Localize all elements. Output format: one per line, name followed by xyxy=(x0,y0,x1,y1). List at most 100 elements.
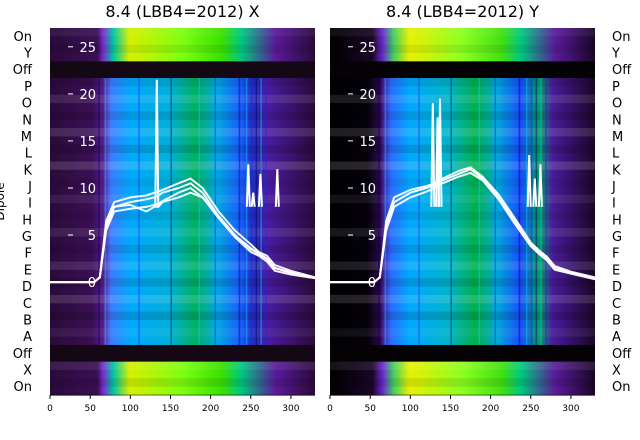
heatmap-row xyxy=(330,61,595,79)
row-label: P xyxy=(612,80,620,95)
heatmap-row-shade xyxy=(330,194,595,204)
row-label: X xyxy=(23,364,32,379)
heatmap-row-shade xyxy=(50,194,315,204)
overlay-y-tick-label: 5 xyxy=(368,229,376,244)
row-label: L xyxy=(25,147,33,162)
heatmap-row xyxy=(330,94,595,113)
row-label: Off xyxy=(13,347,33,362)
heatmap-row xyxy=(330,244,595,263)
heatmap-streak xyxy=(245,78,248,345)
heatmap-panel-1 xyxy=(330,28,595,396)
overlay-y-tick-label: 0 xyxy=(88,276,96,291)
chart-title: 8.4 (LBB4=2012) Y xyxy=(386,2,539,21)
row-label: Off xyxy=(612,347,632,362)
heatmap-row xyxy=(50,28,315,46)
heatmap-row xyxy=(50,344,315,363)
overlay-y-tick-label: 15 xyxy=(359,135,376,150)
row-label: J xyxy=(27,180,32,195)
row-label: M xyxy=(21,130,32,145)
x-tick-label: 50 xyxy=(84,404,96,414)
heatmap-streak xyxy=(260,78,262,345)
heatmap-row xyxy=(330,128,595,146)
heatmap-row-shade xyxy=(330,44,595,54)
overlay-spike xyxy=(250,192,256,207)
heatmap-row xyxy=(330,44,595,62)
overlay-spike xyxy=(154,79,160,207)
heatmap-row-shade xyxy=(50,28,315,37)
overlay-series-line xyxy=(50,191,316,284)
heatmap-streak xyxy=(170,78,172,345)
heatmap-row xyxy=(50,311,315,329)
heatmap-streak xyxy=(198,78,201,345)
heatmap-row xyxy=(50,278,315,296)
row-label: L xyxy=(612,147,620,162)
heatmap-row-shade xyxy=(50,228,315,237)
heatmap-streak xyxy=(255,78,258,345)
row-label: N xyxy=(612,113,622,128)
overlay-spike xyxy=(274,169,280,207)
heatmap-row-shade xyxy=(50,294,315,304)
row-label: K xyxy=(23,163,32,178)
row-label: A xyxy=(612,330,621,345)
heatmap-streak xyxy=(265,78,267,345)
overlay-y-tick-label: 20 xyxy=(79,88,96,103)
overlay-y-tick-label: 25 xyxy=(79,41,96,56)
x-tick-label: 50 xyxy=(364,404,376,414)
heatmap-streak xyxy=(525,78,528,345)
heatmap-row-shade xyxy=(50,128,315,137)
row-label: G xyxy=(22,230,32,245)
heatmap-row xyxy=(50,144,315,163)
row-label: P xyxy=(24,80,32,95)
x-tick-label: 200 xyxy=(482,404,499,414)
row-label: D xyxy=(22,280,32,295)
heatmap-streak xyxy=(384,78,387,345)
row-label: Y xyxy=(23,47,32,62)
heatmap-row-shade xyxy=(330,244,595,254)
x-tick-label: 250 xyxy=(522,404,539,414)
row-label: B xyxy=(612,313,621,328)
overlay-spike xyxy=(537,164,543,207)
x-tick-label: 0 xyxy=(47,404,53,414)
row-label: F xyxy=(612,247,619,262)
heatmap-row-shade xyxy=(330,311,595,320)
overlay-spike xyxy=(430,103,436,207)
row-label: C xyxy=(23,297,32,312)
heatmap-row-shade xyxy=(330,28,595,37)
heatmap-row-shade xyxy=(330,211,595,220)
heatmap-streak xyxy=(535,78,538,345)
heatmap-row-shade xyxy=(330,294,595,304)
row-label: M xyxy=(612,130,623,145)
heatmap-streak xyxy=(250,78,253,345)
row-label: On xyxy=(14,30,32,45)
heatmap-streak xyxy=(530,78,533,345)
row-label: A xyxy=(23,330,32,345)
row-label: On xyxy=(612,380,630,395)
heatmap-row xyxy=(330,294,595,313)
heatmap-row xyxy=(50,261,315,279)
row-label: Off xyxy=(13,63,33,78)
x-tick-label: 100 xyxy=(122,404,139,414)
heatmap-row-shade xyxy=(330,144,595,154)
heatmap-row xyxy=(50,94,315,113)
overlay-spike xyxy=(532,178,538,207)
overlay-y-tick-label: 5 xyxy=(88,229,96,244)
overlay-series-line xyxy=(330,168,596,284)
heatmap-row xyxy=(50,44,315,62)
row-label: On xyxy=(14,380,32,395)
heatmap-row xyxy=(50,211,315,229)
row-label: Y xyxy=(611,47,620,62)
heatmap-streak xyxy=(545,78,547,345)
heatmap-row xyxy=(330,278,595,296)
y-axis-label: Dipole xyxy=(0,182,7,220)
overlay-y-tick-label: 10 xyxy=(79,182,96,197)
row-label: On xyxy=(612,30,630,45)
heatmap-row-shade xyxy=(330,278,595,287)
heatmap-row xyxy=(50,228,315,246)
row-label: D xyxy=(612,280,622,295)
row-label: O xyxy=(22,97,32,112)
heatmap-row xyxy=(330,378,595,396)
heatmap-row-shade xyxy=(330,178,595,187)
heatmap-row-shade xyxy=(50,378,315,387)
overlay-y-tick-label: 20 xyxy=(359,88,376,103)
